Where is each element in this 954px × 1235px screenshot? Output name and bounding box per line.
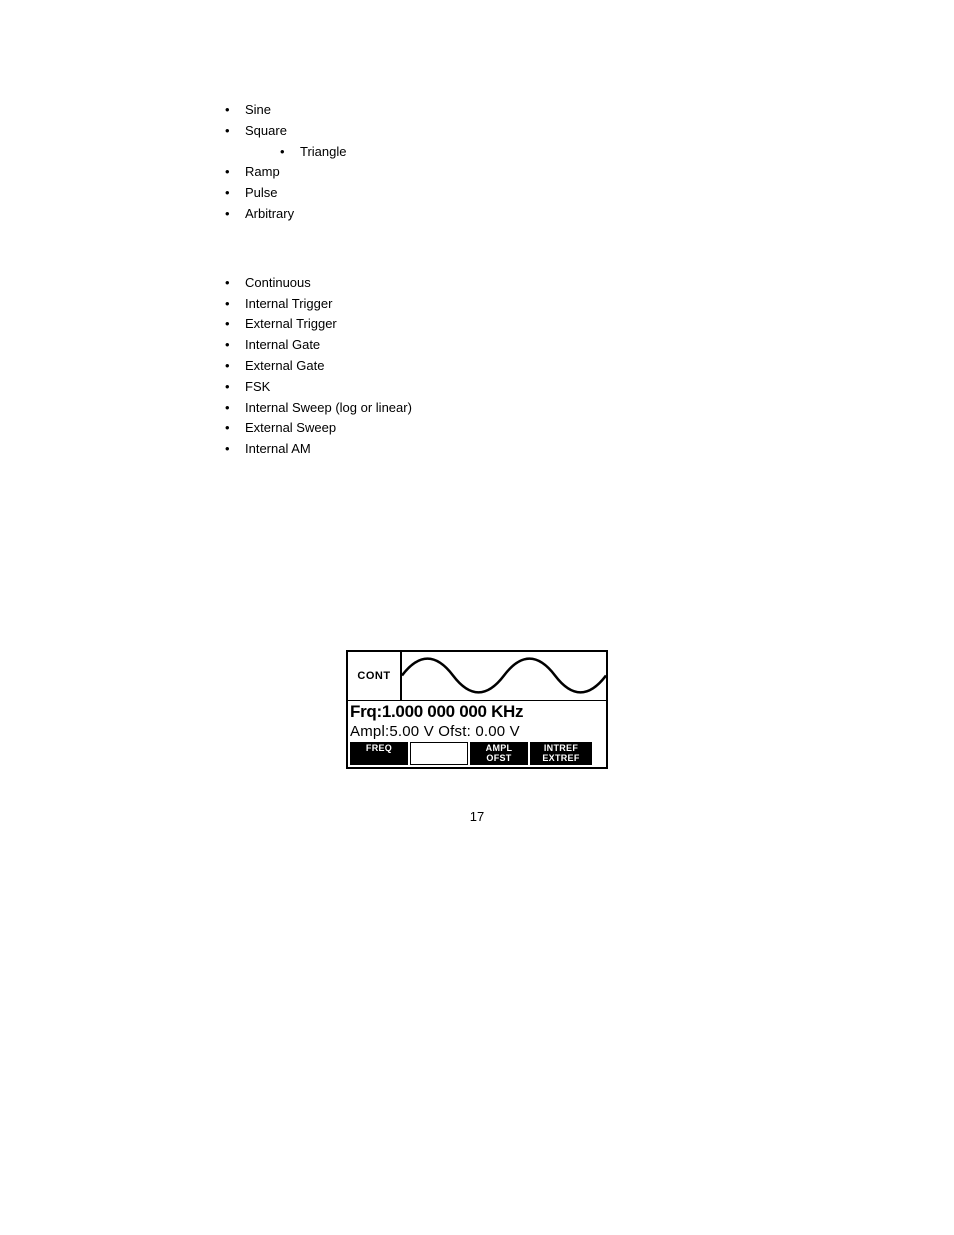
list-item: Arbitrary (225, 204, 824, 225)
item-label: Triangle (300, 144, 346, 159)
item-label: Arbitrary (245, 206, 294, 221)
softkey-blank (410, 742, 468, 765)
item-label: Square (245, 123, 287, 138)
list-item: External Sweep (225, 418, 824, 439)
item-label: Continuous (245, 275, 311, 290)
list-item: Internal Sweep (log or linear) (225, 398, 824, 419)
list-item: Internal Gate (225, 335, 824, 356)
softkey-intref-extref: INTREFEXTREF (530, 742, 592, 765)
item-label: Sine (245, 102, 271, 117)
list-item: External Trigger (225, 314, 824, 335)
waveform-preview (402, 652, 606, 700)
item-label: External Trigger (245, 316, 337, 331)
amplitude-offset-readout: Ampl:5.00 V Ofst: 0.00 V (348, 723, 606, 742)
item-label: External Gate (245, 358, 325, 373)
list-item: FSK (225, 377, 824, 398)
list-item: Square (225, 121, 824, 142)
item-label: External Sweep (245, 420, 336, 435)
list-item: Triangle (280, 142, 824, 163)
label: EXTREF (533, 754, 589, 763)
item-label: Internal Sweep (log or linear) (245, 400, 412, 415)
label: OFST (473, 754, 525, 763)
waveform-type-list: Sine Square Triangle Ramp Pulse Arbitrar… (225, 100, 824, 225)
list-item: Sine (225, 100, 824, 121)
list-item: Internal AM (225, 439, 824, 460)
softkey-ampl-ofst: AMPLOFST (470, 742, 528, 765)
lcd-display: CONT Frq:1.000 000 000 KHz Ampl:5.00 V O… (346, 650, 608, 769)
label: AMPL (486, 743, 513, 753)
softkey-row: FREQ AMPLOFST INTREFEXTREF (348, 742, 606, 767)
item-label: Internal AM (245, 441, 311, 456)
item-label: Ramp (245, 164, 280, 179)
list-item: Ramp (225, 162, 824, 183)
list-item: Continuous (225, 273, 824, 294)
list-item: External Gate (225, 356, 824, 377)
item-label: Internal Gate (245, 337, 320, 352)
list-item: Pulse (225, 183, 824, 204)
page-number: 17 (130, 809, 824, 824)
item-label: FSK (245, 379, 270, 394)
list-item: Internal Trigger (225, 294, 824, 315)
label: INTREF (544, 743, 578, 753)
item-label: Pulse (245, 185, 278, 200)
lcd-mode-label: CONT (348, 652, 402, 700)
frequency-readout: Frq:1.000 000 000 KHz (348, 701, 606, 723)
softkey-freq: FREQ (350, 742, 408, 765)
item-label: Internal Trigger (245, 296, 332, 311)
mode-list: Continuous Internal Trigger External Tri… (225, 273, 824, 460)
